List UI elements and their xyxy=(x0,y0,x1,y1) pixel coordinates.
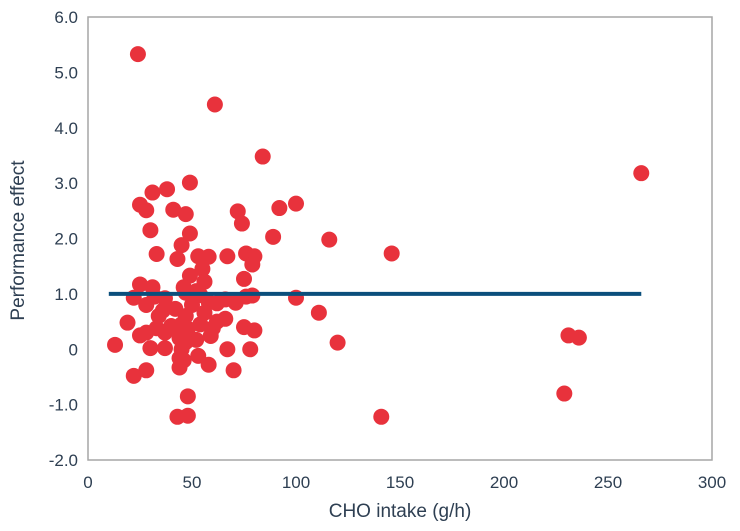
data-point xyxy=(219,248,236,265)
data-point xyxy=(107,336,124,353)
data-point xyxy=(373,408,390,425)
data-point xyxy=(321,231,338,248)
data-point xyxy=(169,250,186,267)
x-tick-label: 300 xyxy=(698,473,726,492)
data-point xyxy=(242,341,259,358)
data-point xyxy=(177,206,194,223)
data-point xyxy=(125,367,142,384)
data-point xyxy=(132,327,148,344)
data-point xyxy=(179,407,196,424)
data-point xyxy=(171,359,188,376)
y-axis-title: Performance effect xyxy=(8,160,29,321)
data-point xyxy=(138,202,155,219)
x-tick-label: 50 xyxy=(183,473,202,492)
y-tick-label: 2.0 xyxy=(54,230,78,249)
y-tick-label: 5.0 xyxy=(54,63,78,82)
data-point xyxy=(190,347,207,364)
data-point xyxy=(244,256,261,273)
x-axis-ticks: 0 50 100 150 200 250 300 xyxy=(83,473,726,492)
data-point xyxy=(246,322,263,339)
data-point xyxy=(227,294,244,311)
data-point xyxy=(556,385,573,402)
data-point xyxy=(138,296,155,313)
y-tick-label: -2.0 xyxy=(49,451,78,470)
data-points xyxy=(107,46,650,425)
data-point xyxy=(144,184,161,201)
data-point xyxy=(138,362,155,379)
data-point xyxy=(165,201,182,218)
data-point xyxy=(206,96,223,113)
data-point xyxy=(156,340,173,357)
data-point xyxy=(254,148,271,165)
y-tick-label: 6.0 xyxy=(54,8,78,27)
x-tick-label: 100 xyxy=(282,473,310,492)
x-tick-label: 0 xyxy=(83,473,92,492)
x-axis-title: CHO intake (g/h) xyxy=(329,501,472,522)
data-point xyxy=(383,245,400,262)
data-point xyxy=(288,195,304,212)
y-tick-label: 1.0 xyxy=(54,285,78,304)
y-axis-ticks: 6.0 5.0 4.0 3.0 2.0 1.0 0 -1.0 -2.0 xyxy=(49,8,78,470)
x-tick-label: 150 xyxy=(386,473,414,492)
data-point xyxy=(265,228,282,245)
data-point xyxy=(229,203,246,220)
data-point xyxy=(570,329,587,346)
data-point xyxy=(179,388,196,405)
data-point xyxy=(142,340,159,357)
y-tick-label: -1.0 xyxy=(49,396,78,415)
data-point xyxy=(329,334,346,351)
data-point xyxy=(119,314,136,331)
data-point xyxy=(132,276,148,293)
data-point xyxy=(181,225,198,242)
data-point xyxy=(208,295,225,312)
data-point xyxy=(200,356,217,373)
data-point xyxy=(156,324,173,341)
data-point xyxy=(236,270,252,287)
data-point xyxy=(192,316,209,333)
data-point xyxy=(219,341,236,358)
data-point xyxy=(129,46,146,63)
data-point xyxy=(233,215,250,232)
data-point xyxy=(271,200,288,217)
data-point xyxy=(150,308,167,325)
y-tick-label: 4.0 xyxy=(54,119,78,138)
data-point xyxy=(159,181,176,198)
data-point xyxy=(181,174,198,191)
data-point xyxy=(225,362,242,379)
data-point xyxy=(200,248,217,265)
data-point xyxy=(148,246,165,263)
x-tick-label: 250 xyxy=(594,473,622,492)
y-tick-label: 3.0 xyxy=(54,174,78,193)
data-point xyxy=(142,222,159,239)
x-tick-label: 200 xyxy=(490,473,518,492)
data-point xyxy=(310,304,327,321)
data-point xyxy=(194,260,211,277)
data-point xyxy=(633,165,650,182)
y-tick-label: 0 xyxy=(69,340,78,359)
plot-frame xyxy=(87,16,713,461)
data-point xyxy=(173,237,190,254)
data-point xyxy=(202,327,219,344)
